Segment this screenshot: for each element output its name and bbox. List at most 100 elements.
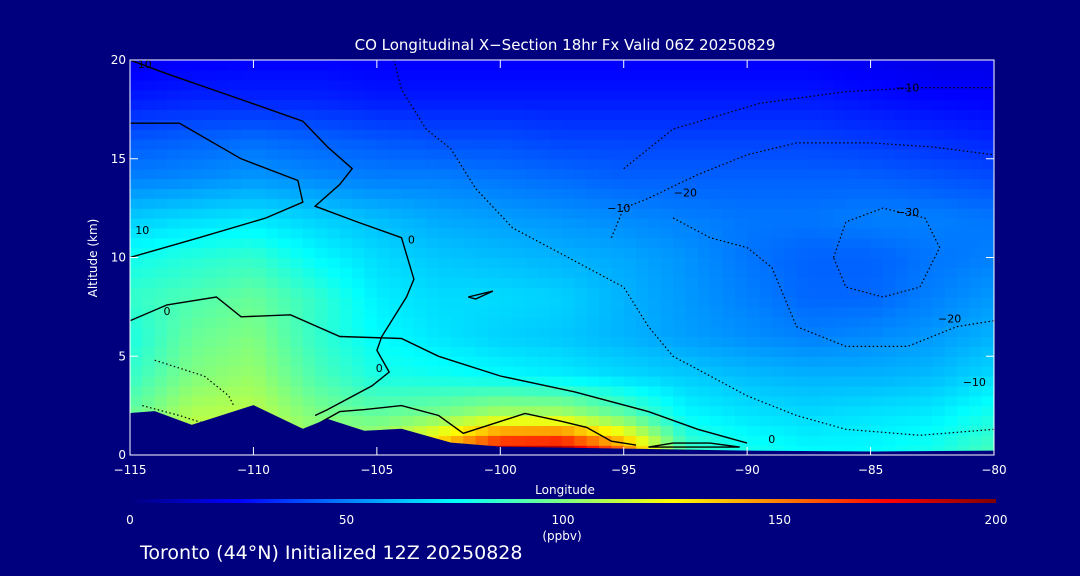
field-cell [315, 247, 328, 259]
field-cell [969, 366, 983, 377]
field-cell [821, 297, 835, 308]
field-cell [413, 257, 427, 268]
field-cell [833, 188, 847, 199]
field-cell [611, 346, 625, 357]
field-cell [759, 425, 773, 436]
field-cell [549, 257, 563, 268]
field-cell [858, 218, 872, 229]
field-cell [673, 109, 686, 120]
field-cell [969, 168, 983, 180]
field-cell [796, 435, 810, 446]
field-cell [771, 336, 785, 347]
field-cell [796, 69, 810, 81]
field-cell [710, 415, 723, 426]
field-cell [438, 69, 452, 81]
field-cell [512, 415, 526, 426]
field-cell [364, 376, 378, 387]
field-cell [710, 366, 723, 377]
field-cell [438, 376, 452, 387]
field-cell [154, 356, 168, 367]
field-cell [969, 158, 983, 170]
field-cell [845, 129, 859, 140]
field-cell [438, 178, 452, 189]
field-cell [845, 395, 859, 407]
field-cell [944, 178, 958, 189]
contour-label: −10 [607, 202, 630, 215]
field-cell [882, 198, 896, 209]
field-cell [167, 168, 180, 180]
field-cell [167, 326, 180, 338]
field-cell [932, 356, 946, 367]
field-cell [401, 208, 415, 219]
field-cell [685, 99, 699, 110]
field-cell [759, 218, 773, 229]
field-cell [265, 277, 279, 288]
field-cell [216, 218, 230, 229]
field-cell [130, 247, 143, 259]
field-cell [537, 257, 551, 268]
field-cell [463, 385, 477, 397]
field-cell [932, 405, 946, 417]
field-cell [500, 178, 514, 189]
field-cell [611, 306, 625, 318]
field-cell [278, 129, 291, 140]
field-cell [216, 385, 230, 397]
field-cell [339, 227, 353, 239]
field-cell [549, 188, 563, 199]
field-cell [895, 119, 909, 130]
field-cell [623, 287, 637, 298]
field-cell [833, 297, 847, 308]
field-cell [833, 237, 847, 249]
field-cell [586, 109, 600, 120]
field-cell [487, 168, 501, 180]
field-cell [327, 109, 341, 120]
field-cell [179, 306, 193, 318]
field-cell [784, 435, 798, 446]
field-cell [364, 385, 378, 397]
field-cell [401, 395, 415, 407]
field-cell [957, 316, 970, 328]
field-cell [500, 376, 514, 387]
field-cell [623, 346, 637, 357]
field-cell [142, 89, 156, 101]
field-cell [562, 158, 575, 170]
field-cell [352, 247, 366, 259]
field-cell [611, 79, 625, 91]
field-cell [315, 188, 328, 199]
field-cell [574, 415, 588, 426]
field-cell [833, 119, 847, 130]
field-cell [450, 119, 464, 130]
field-cell [130, 385, 143, 397]
field-cell [142, 119, 156, 130]
field-cell [919, 227, 933, 239]
field-cell [919, 435, 933, 446]
field-cell [697, 366, 711, 377]
field-cell [747, 425, 760, 436]
field-cell [944, 297, 958, 308]
field-cell [821, 158, 835, 170]
field-cell [796, 109, 810, 120]
field-cell [179, 247, 193, 259]
field-cell [216, 139, 230, 150]
field-cell [957, 99, 970, 110]
field-cell [512, 277, 526, 288]
contour-label: −10 [896, 82, 919, 95]
field-cell [450, 336, 464, 347]
field-cell [413, 346, 427, 357]
field-cell [167, 139, 180, 150]
field-cell [154, 316, 168, 328]
field-cell [734, 188, 748, 199]
field-cell [376, 198, 390, 209]
field-cell [858, 435, 872, 446]
field-cell [475, 60, 489, 71]
field-cell [179, 316, 193, 328]
field-cell [685, 119, 699, 130]
field-cell [784, 178, 798, 189]
field-cell [697, 287, 711, 298]
field-cell [747, 287, 760, 298]
field-cell [512, 119, 526, 130]
field-cell [907, 346, 921, 357]
field-cell [426, 227, 440, 239]
field-cell [808, 287, 822, 298]
field-cell [623, 306, 637, 318]
